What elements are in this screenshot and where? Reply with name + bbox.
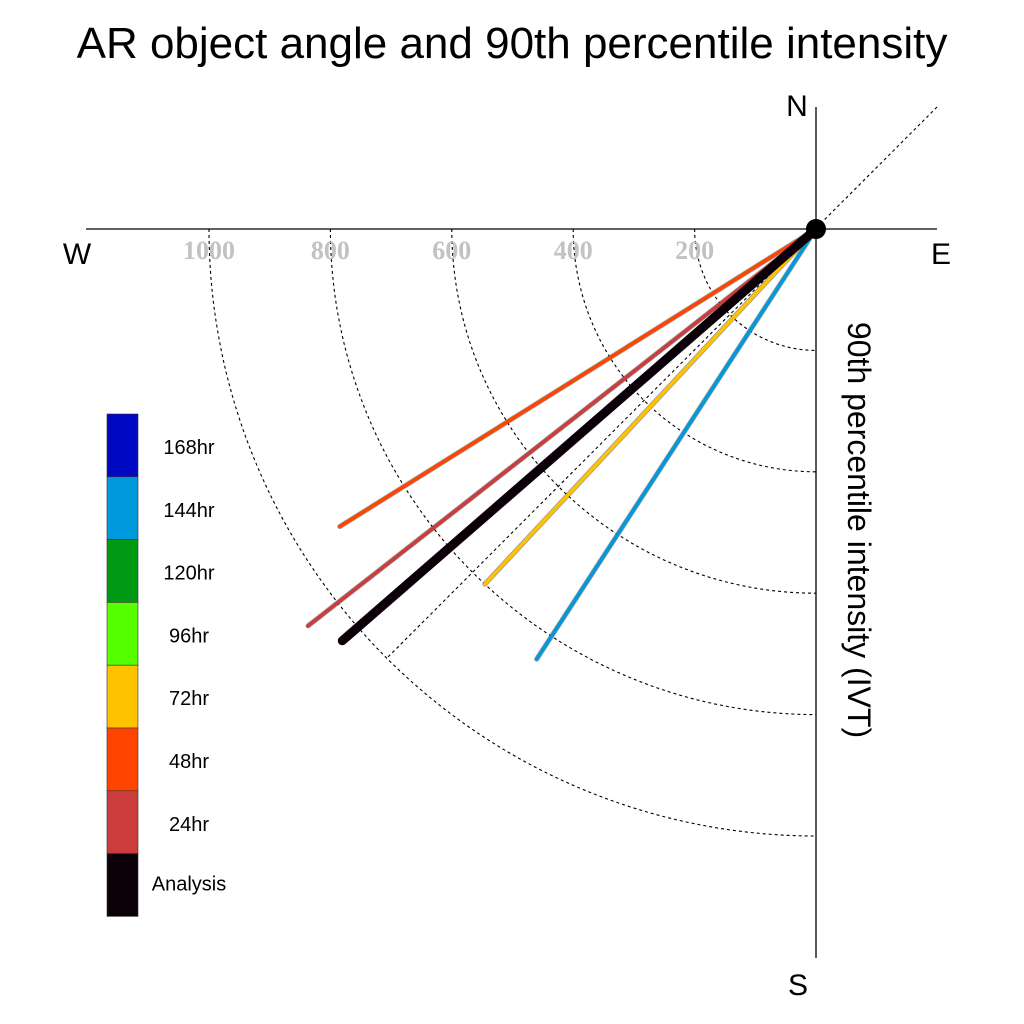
radial-axis-label: 90th percentile intensity (IVT) xyxy=(841,322,877,738)
legend-label-24hr: 24hr xyxy=(169,814,209,836)
origin-dot xyxy=(806,219,826,239)
legend-label-Analysis: Analysis xyxy=(152,874,226,896)
vector-Analysis xyxy=(337,224,821,646)
legend-swatch-96hr xyxy=(106,602,139,666)
legend-swatch-72hr xyxy=(106,664,139,729)
grid-arc-800 xyxy=(329,228,817,716)
legend: 168hr 144hr 120hr 96hr 72hr 48hr 24hr Analysis xyxy=(106,413,226,917)
grid-arc-1000 xyxy=(208,228,817,837)
legend-swatch-48hr xyxy=(106,727,139,792)
chart-title: AR object angle and 90th percentile inte… xyxy=(77,19,948,68)
legend-swatch-120hr xyxy=(106,539,139,603)
compass-south: S xyxy=(788,969,808,1002)
grid-arc-600 xyxy=(451,228,817,594)
vector-24hr xyxy=(306,227,818,628)
vector-series xyxy=(305,224,821,662)
legend-swatch-144hr xyxy=(106,476,139,540)
vector-72hr xyxy=(483,227,818,586)
vector-48hr xyxy=(338,227,818,529)
tick-label-600: 600 xyxy=(432,236,471,265)
vector-144hr xyxy=(534,227,818,661)
compass-north: N xyxy=(786,90,808,123)
legend-swatch-168hr xyxy=(106,413,139,478)
grid-arc-400 xyxy=(572,228,817,473)
legend-label-48hr: 48hr xyxy=(169,751,209,773)
radial-grid xyxy=(208,228,817,837)
legend-label-120hr: 120hr xyxy=(163,563,214,585)
legend-label-168hr: 168hr xyxy=(163,437,214,459)
radial-tick-labels: 200 400 600 800 1000 xyxy=(183,236,714,265)
legend-swatch-Analysis xyxy=(106,853,139,917)
legend-swatch-24hr xyxy=(106,790,139,854)
tick-label-400: 400 xyxy=(554,236,593,265)
compass-east: E xyxy=(931,238,951,271)
compass-west: W xyxy=(63,238,92,271)
legend-label-96hr: 96hr xyxy=(169,625,209,647)
tick-label-800: 800 xyxy=(311,236,350,265)
legend-label-144hr: 144hr xyxy=(163,500,214,522)
grid-arc-200 xyxy=(694,228,817,351)
tick-label-1000: 1000 xyxy=(183,236,235,265)
tick-label-200: 200 xyxy=(675,236,714,265)
legend-label-72hr: 72hr xyxy=(169,688,209,710)
